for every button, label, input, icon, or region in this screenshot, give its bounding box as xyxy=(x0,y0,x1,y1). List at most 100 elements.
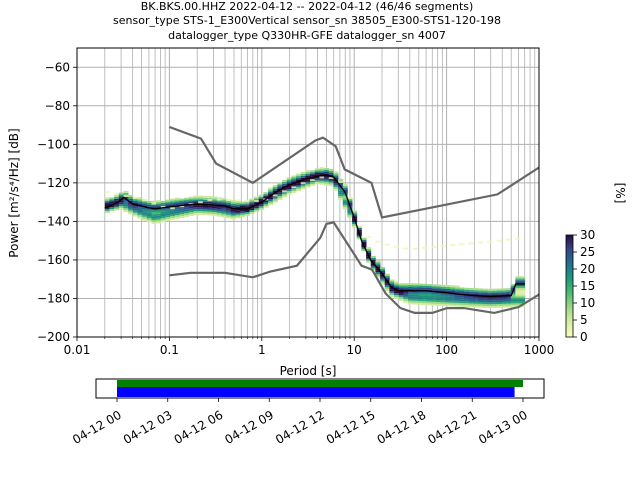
psd-cell xyxy=(375,264,381,267)
psd-cell xyxy=(170,214,176,217)
psd-cell xyxy=(160,220,166,223)
psd-cell xyxy=(450,296,456,299)
psd-cell xyxy=(286,185,292,188)
psd-cell xyxy=(156,211,162,214)
psd-cell xyxy=(426,301,432,304)
psd-cell xyxy=(114,198,120,201)
time-tick-label: 04-12 03 xyxy=(121,408,175,447)
psd-cell xyxy=(380,280,386,283)
psd-cell xyxy=(333,171,339,174)
psd-cell xyxy=(235,208,241,211)
psd-cell xyxy=(366,256,372,259)
psd-cell xyxy=(314,178,320,181)
psd-cell xyxy=(263,192,269,195)
psd-cell xyxy=(142,207,148,210)
psd-cell xyxy=(324,181,330,184)
psd-cell xyxy=(123,190,129,193)
psd-cell xyxy=(142,216,148,219)
psd-cell xyxy=(459,302,465,305)
psd-cell xyxy=(440,288,446,291)
psd-cell xyxy=(104,204,110,207)
y-tick-label: −120 xyxy=(37,176,70,190)
psd-cell xyxy=(422,291,428,294)
psd-cell xyxy=(445,294,451,297)
psd-cell xyxy=(160,218,166,221)
psd-cell xyxy=(291,183,297,186)
psd-cell xyxy=(501,294,507,297)
psd-cell xyxy=(501,296,507,299)
psd-cell xyxy=(408,285,414,288)
time-tick-label: 04-13 00 xyxy=(476,408,530,447)
psd-cell xyxy=(366,258,372,261)
psd-cell xyxy=(347,208,353,211)
psd-cell xyxy=(473,288,479,291)
psd-cell xyxy=(450,287,456,290)
psd-cell xyxy=(137,214,143,217)
psd-cell xyxy=(347,206,353,209)
psd-cell xyxy=(328,178,334,181)
psd-cell xyxy=(352,210,358,213)
psd-cell xyxy=(384,275,390,278)
psd-cell xyxy=(179,198,185,201)
psd-cell xyxy=(496,300,502,303)
psd-cell xyxy=(482,305,488,308)
psd-cell xyxy=(333,184,339,187)
psd-cell xyxy=(132,199,138,202)
psd-cell xyxy=(216,214,222,217)
psd-cell xyxy=(389,279,395,282)
psd-cell xyxy=(422,303,428,306)
psd-cell xyxy=(118,202,124,205)
psd-cell xyxy=(184,214,190,217)
psd-cell xyxy=(412,289,418,292)
psd-cell xyxy=(202,211,208,214)
psd-cell xyxy=(221,204,227,207)
psd-cell xyxy=(156,206,162,209)
psd-cell xyxy=(212,206,218,209)
psd-cell xyxy=(142,205,148,208)
psd-cell xyxy=(473,295,479,298)
colorbar-tick-label: 25 xyxy=(580,245,595,259)
psd-cell xyxy=(450,285,456,288)
psd-cell xyxy=(254,202,260,205)
psd-cell xyxy=(426,284,432,287)
colorbar-tick-label: 30 xyxy=(580,228,595,242)
psd-cell xyxy=(482,294,488,297)
psd-cell xyxy=(412,302,418,305)
psd-cell xyxy=(506,290,512,293)
psd-cell xyxy=(338,192,344,195)
psd-cell xyxy=(398,291,404,294)
psd-cell xyxy=(426,295,432,298)
psd-cell xyxy=(347,199,353,202)
psd-cell xyxy=(389,287,395,290)
psd-cell xyxy=(389,281,395,284)
psd-cell xyxy=(132,206,138,209)
psd-cell xyxy=(310,178,316,181)
psd-cell xyxy=(412,283,418,286)
psd-cell xyxy=(501,303,507,306)
psd-cell xyxy=(501,297,507,300)
psd-cell xyxy=(384,277,390,280)
psd-cell xyxy=(272,188,278,191)
psd-cell xyxy=(482,288,488,291)
psd-cell xyxy=(174,203,180,206)
psd-cell xyxy=(342,203,348,206)
psd-cell xyxy=(482,300,488,303)
psd-cell xyxy=(170,200,176,203)
psd-cell xyxy=(235,210,241,213)
psd-cell xyxy=(258,202,264,205)
psd-cell xyxy=(468,242,474,245)
psd-cell xyxy=(436,286,442,289)
psd-plot: 0.01 0.1 1 10 100 1000 −200 −180 −160 −140 −120 −1… xyxy=(7,47,554,378)
y-tick-label: −180 xyxy=(37,291,70,305)
psd-cell xyxy=(468,305,474,308)
psd-cell xyxy=(440,294,446,297)
psd-cell xyxy=(277,190,283,193)
psd-cell xyxy=(426,291,432,294)
psd-cell xyxy=(450,291,456,294)
psd-cell xyxy=(347,196,353,199)
colorbar: 0 5 10 15 20 25 30 [%] xyxy=(565,183,627,344)
psd-cell xyxy=(366,247,372,250)
psd-cell xyxy=(142,212,148,215)
psd-cell xyxy=(291,185,297,188)
psd-cell xyxy=(314,176,320,179)
